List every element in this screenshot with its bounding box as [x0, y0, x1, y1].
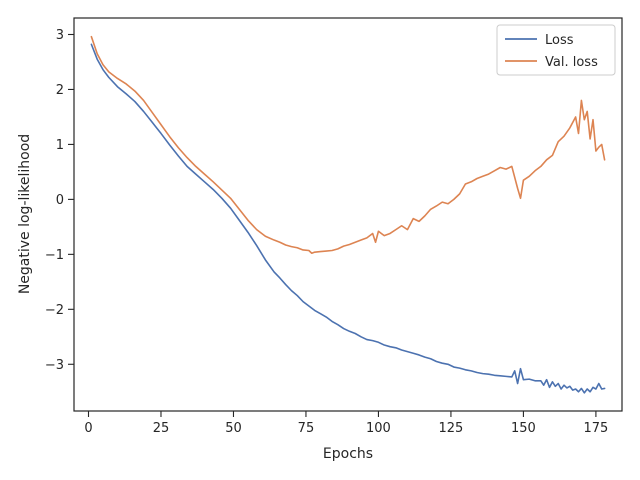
y-tick-label: −1: [45, 248, 64, 263]
plot-background: [74, 18, 622, 411]
x-axis: 0 25 50 75 100 125 150 175: [84, 411, 608, 436]
y-tick-label: 3: [56, 28, 64, 43]
y-tick-label: 1: [56, 138, 64, 153]
series-line-loss: [90, 43, 606, 394]
x-axis-label: Epochs: [323, 446, 373, 462]
x-tick-label: 25: [153, 421, 170, 436]
x-tick-label: 0: [84, 421, 92, 436]
plot-frame: [73, 17, 623, 412]
x-tick-label: 100: [366, 421, 391, 436]
y-tick-label: 2: [56, 83, 64, 98]
series-layer: [90, 35, 606, 394]
series-line-val-loss: [90, 35, 606, 255]
y-tick-label: 0: [56, 193, 64, 208]
legend-label-loss: Loss: [545, 33, 574, 48]
y-axis-label: Negative log-likelihood: [17, 134, 33, 294]
x-tick-label: 75: [298, 421, 315, 436]
y-axis: −3 −2 −1 0 1 2 3: [45, 28, 74, 373]
x-tick-label: 150: [511, 421, 536, 436]
x-tick-label: 50: [225, 421, 242, 436]
y-tick-label: −3: [45, 358, 64, 373]
y-tick-label: −2: [45, 303, 64, 318]
x-tick-label: 175: [583, 421, 608, 436]
x-tick-label: 125: [439, 421, 464, 436]
legend-box: [496, 24, 616, 76]
legend-label-val-loss: Val. loss: [545, 55, 598, 70]
legend: Loss Val. loss: [496, 24, 616, 76]
